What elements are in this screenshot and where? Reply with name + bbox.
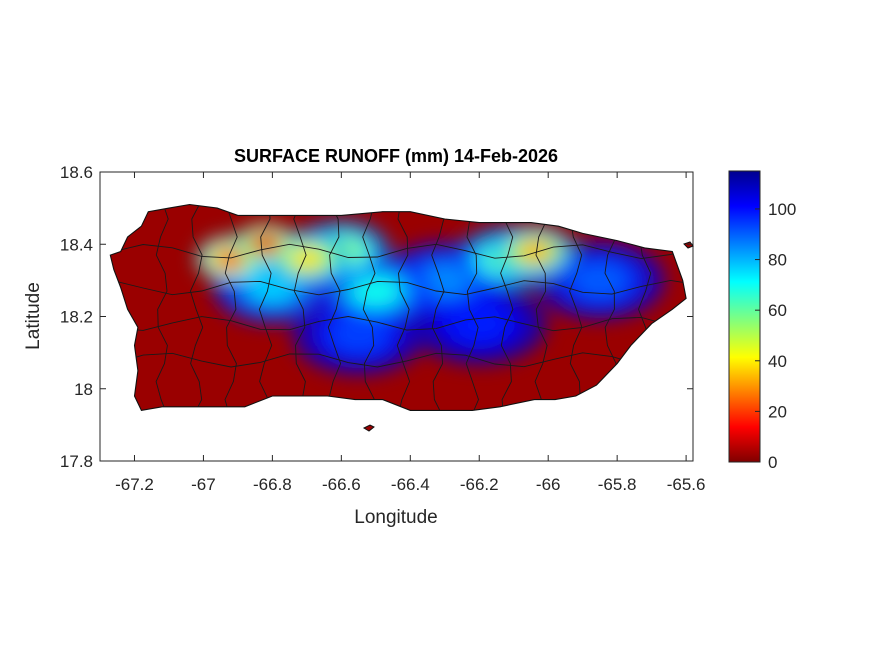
x-axis-label: Longitude bbox=[354, 507, 437, 528]
municipal-boundary-line bbox=[113, 243, 687, 260]
colorbar bbox=[728, 170, 761, 463]
municipal-boundary-line bbox=[362, 204, 376, 411]
x-tick-label: -66.4 bbox=[391, 475, 430, 494]
runoff-hotspot-9 bbox=[516, 240, 552, 263]
municipal-boundary-line bbox=[500, 204, 514, 411]
municipal-boundary-line bbox=[431, 204, 445, 411]
caja-de-muertos-island bbox=[362, 424, 375, 432]
colorbar-tick-label: 20 bbox=[768, 402, 787, 421]
x-tick-label: -65.6 bbox=[667, 475, 706, 494]
municipal-boundary-line bbox=[113, 279, 687, 296]
x-tick-label: -65.8 bbox=[598, 475, 637, 494]
colorbar-tick-label: 0 bbox=[768, 453, 777, 472]
y-axis-label: Latitude bbox=[23, 282, 44, 350]
colorbar-tick-label: 100 bbox=[768, 200, 796, 219]
municipal-boundary-line bbox=[293, 204, 307, 411]
colorbar-tick-label: 80 bbox=[768, 251, 787, 270]
runoff-hotspot-11 bbox=[252, 235, 279, 254]
municipal-boundaries bbox=[113, 204, 687, 411]
x-tick-label: -66 bbox=[536, 475, 561, 494]
culebra-islet bbox=[683, 241, 694, 249]
municipal-boundary-line bbox=[534, 204, 548, 411]
municipal-boundary-line bbox=[396, 204, 411, 411]
y-tick-label: 17.8 bbox=[60, 452, 93, 471]
x-tick-label: -66.8 bbox=[253, 475, 292, 494]
colorbar-ticks: 0 20 40 60 80 100 bbox=[755, 200, 796, 472]
x-axis: -67.2 -67 -66.8 -66.6 -66.4 -66.2 -66 -65.8 -65.… bbox=[115, 172, 705, 494]
x-tick-label: -66.2 bbox=[460, 475, 499, 494]
y-tick-label: 18 bbox=[74, 380, 93, 399]
x-tick-label: -67 bbox=[191, 475, 216, 494]
y-tick-label: 18.6 bbox=[60, 163, 93, 182]
runoff-hotspot-8 bbox=[288, 246, 326, 271]
runoff-field bbox=[110, 204, 687, 411]
runoff-hotspot-5 bbox=[351, 276, 400, 307]
municipal-boundary-line bbox=[258, 204, 273, 411]
municipal-boundary-line bbox=[155, 204, 169, 411]
municipal-boundary-line bbox=[113, 316, 687, 332]
municipal-boundary-line bbox=[465, 204, 479, 411]
municipal-boundary-line bbox=[113, 352, 687, 368]
municipal-boundary-line bbox=[189, 204, 204, 411]
y-tick-label: 18.2 bbox=[60, 308, 93, 327]
x-tick-label: -66.6 bbox=[322, 475, 361, 494]
municipal-boundary-line bbox=[224, 204, 238, 411]
y-tick-label: 18.4 bbox=[60, 235, 93, 254]
island-outline bbox=[109, 203, 687, 412]
chart-title: SURFACE RUNOFF (mm) 14-Feb-2026 bbox=[234, 146, 558, 166]
municipal-boundary-line bbox=[569, 204, 583, 411]
y-axis: 17.8 18 18.2 18.4 18.6 bbox=[60, 163, 693, 471]
colorbar-tick-label: 40 bbox=[768, 352, 787, 371]
colorbar-tick-label: 60 bbox=[768, 301, 787, 320]
municipal-boundary-line bbox=[327, 204, 342, 411]
x-tick-label: -67.2 bbox=[115, 475, 154, 494]
runoff-hotspot-2 bbox=[572, 263, 628, 298]
